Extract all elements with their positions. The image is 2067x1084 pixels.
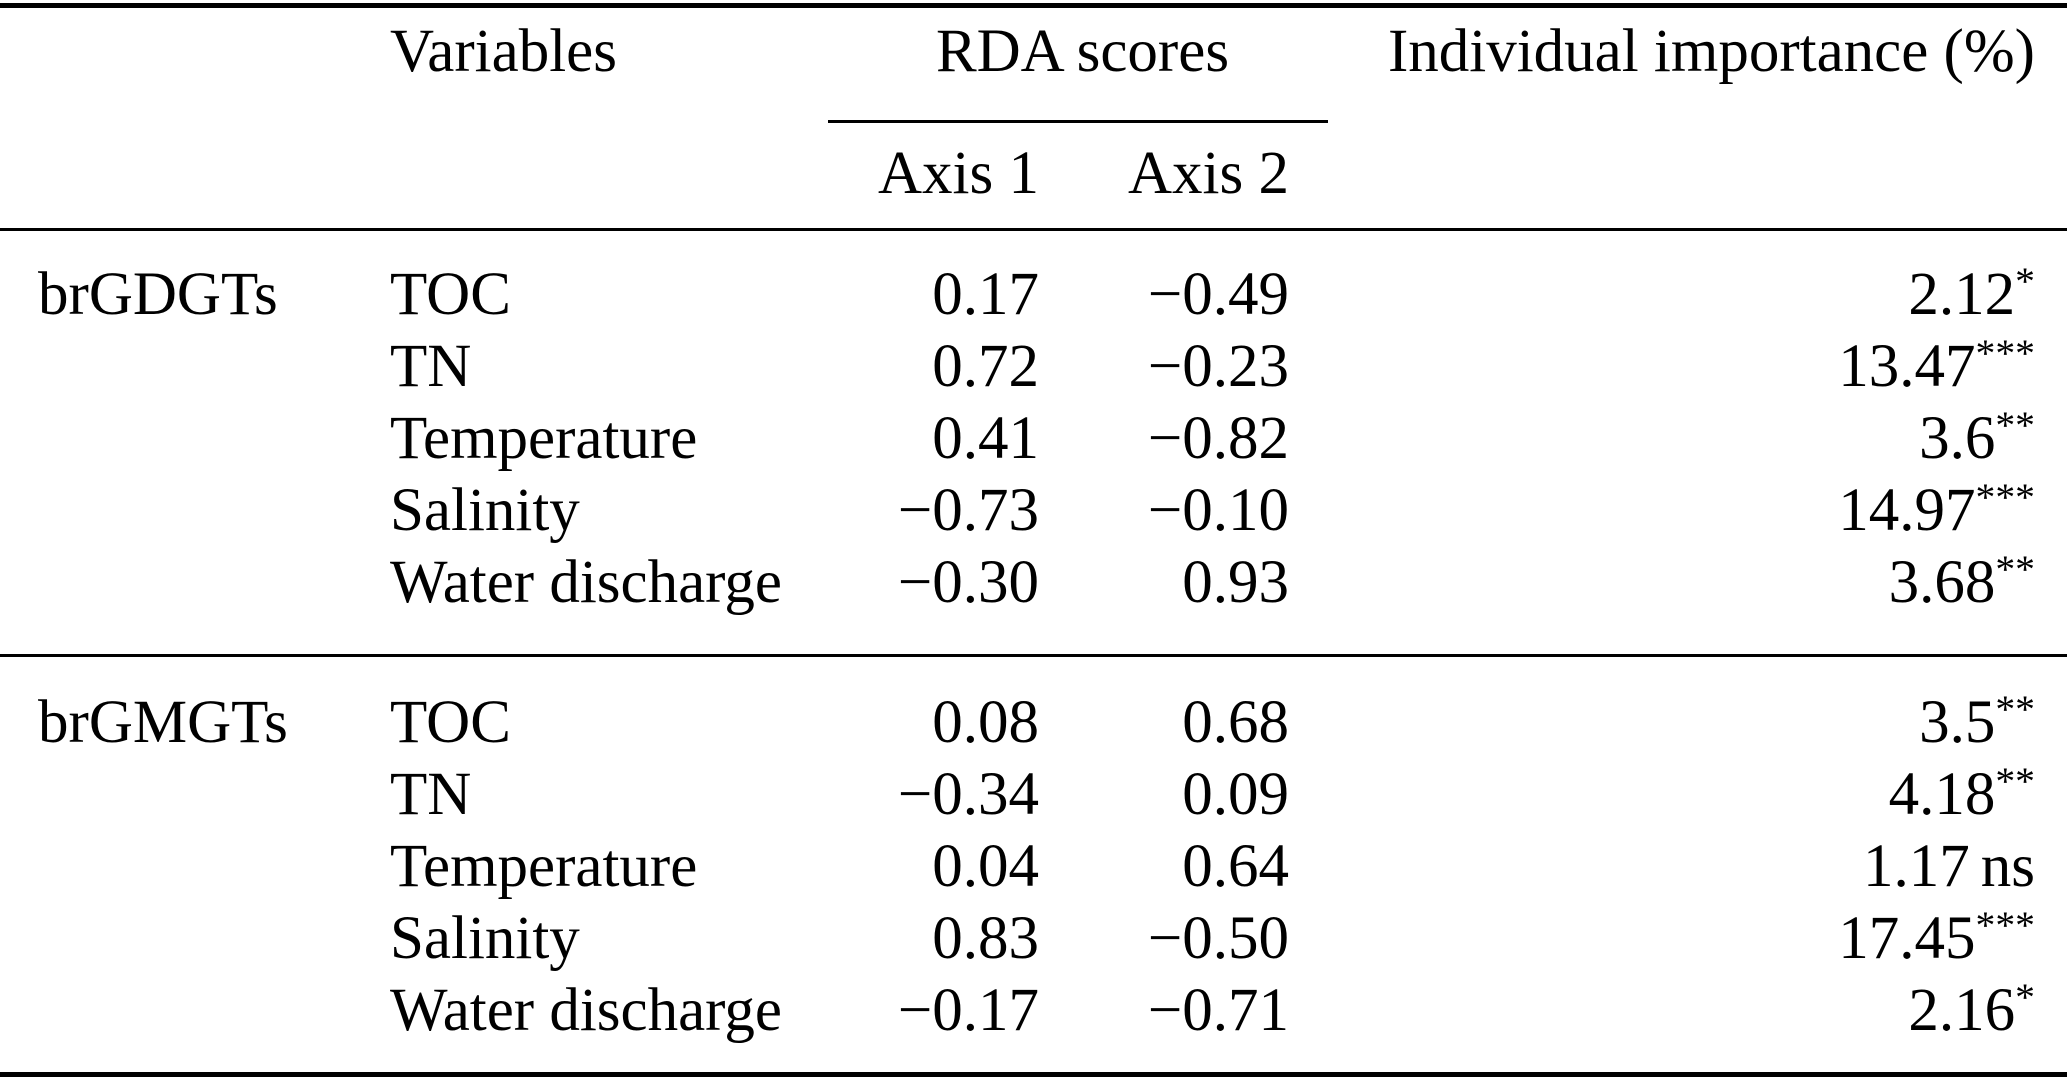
group-label [0, 547, 390, 619]
group-column-header [0, 16, 390, 88]
variable-label: TOC [390, 689, 511, 756]
axis1-column-header: Axis 1 [878, 140, 1039, 207]
group-label [0, 903, 390, 975]
group-divider-rule [0, 654, 2067, 657]
significance-ns-label: ns [1980, 833, 2035, 900]
axis2-value: −0.82 [1147, 405, 1289, 472]
axis1-value: −0.17 [897, 977, 1039, 1044]
table-row: Temperature 0.04 0.64 1.17 ns [0, 831, 2067, 903]
variables-column-header: Variables [390, 18, 617, 85]
axis1-value: 0.08 [932, 689, 1039, 756]
group-label [0, 831, 390, 903]
table-row: brGMGTs TOC 0.08 0.68 3.5** [0, 687, 2067, 759]
axis2-value: −0.71 [1147, 977, 1289, 1044]
importance-value: 1.17 ns [1863, 833, 2035, 900]
variable-label: Salinity [390, 477, 580, 544]
axis2-column-header: Axis 2 [1128, 140, 1289, 207]
axis1-value: 0.04 [932, 833, 1039, 900]
header-row-2: Axis 1 Axis 2 [0, 138, 2067, 210]
importance-value: 3.5** [1919, 687, 2035, 756]
axis1-value: 0.83 [932, 905, 1039, 972]
importance-value: 2.12* [1908, 259, 2035, 328]
group-label [0, 403, 390, 475]
table-row: Water discharge −0.30 0.93 3.68** [0, 547, 2067, 619]
axis2-value: −0.49 [1147, 261, 1289, 328]
importance-value: 4.18** [1888, 759, 2035, 828]
importance-value: 2.16* [1908, 975, 2035, 1044]
axis1-value: 0.17 [932, 261, 1039, 328]
group-label [0, 331, 390, 403]
group-label [0, 759, 390, 831]
importance-value: 17.45*** [1838, 903, 2035, 972]
axis1-value: 0.41 [932, 405, 1039, 472]
header-row-1: Variables RDA scores Individual importan… [0, 16, 2067, 88]
group-label: brGMGTs [38, 689, 288, 756]
table-row: Temperature 0.41 −0.82 3.6** [0, 403, 2067, 475]
table-row: TN 0.72 −0.23 13.47*** [0, 331, 2067, 403]
header-divider-rule [0, 228, 2067, 231]
table-bottom-rule [0, 1072, 2067, 1077]
group-label: brGDGTs [38, 261, 278, 328]
importance-value: 13.47*** [1838, 331, 2035, 400]
importance-value: 14.97*** [1838, 475, 2035, 544]
group-label [0, 975, 390, 1047]
axis2-value: −0.10 [1147, 477, 1289, 544]
table-row: TN −0.34 0.09 4.18** [0, 759, 2067, 831]
rda-scores-underline-rule [828, 120, 1328, 123]
axis1-value: −0.30 [897, 549, 1039, 616]
rda-scores-column-header: RDA scores [935, 18, 1230, 85]
axis2-value: 0.64 [1182, 833, 1289, 900]
variable-label: Temperature [390, 405, 698, 472]
axis1-value: −0.73 [897, 477, 1039, 544]
table-body: brGDGTs TOC 0.17 −0.49 2.12* TN 0.72 −0.… [0, 231, 2067, 1072]
axis2-value: −0.50 [1147, 905, 1289, 972]
variable-label: Salinity [390, 905, 580, 972]
importance-value: 3.6** [1919, 403, 2035, 472]
variable-label: Water discharge [390, 549, 782, 616]
table-header: Variables RDA scores Individual importan… [0, 8, 2067, 228]
axis1-value: −0.34 [897, 761, 1039, 828]
table-row: Water discharge −0.17 −0.71 2.16* [0, 975, 2067, 1047]
variable-label: TN [390, 333, 472, 400]
variable-label: Temperature [390, 833, 698, 900]
variable-label: TOC [390, 261, 511, 328]
group-label [0, 475, 390, 547]
axis2-value: 0.68 [1182, 689, 1289, 756]
variable-label: TN [390, 761, 472, 828]
table-row: Salinity −0.73 −0.10 14.97*** [0, 475, 2067, 547]
table-row: brGDGTs TOC 0.17 −0.49 2.12* [0, 259, 2067, 331]
axis2-value: −0.23 [1147, 333, 1289, 400]
axis2-value: 0.93 [1182, 549, 1289, 616]
group-section-brGMGTs: brGMGTs TOC 0.08 0.68 3.5** TN −0.34 0.0… [0, 657, 2067, 1072]
importance-value: 3.68** [1888, 547, 2035, 616]
group-section-brGDGTs: brGDGTs TOC 0.17 −0.49 2.12* TN 0.72 −0.… [0, 231, 2067, 654]
table-top-rule [0, 3, 2067, 8]
axis1-value: 0.72 [932, 333, 1039, 400]
table-row: Salinity 0.83 −0.50 17.45*** [0, 903, 2067, 975]
importance-column-header: Individual importance (%) [1387, 18, 2035, 85]
variable-label: Water discharge [390, 977, 782, 1044]
axis2-value: 0.09 [1182, 761, 1289, 828]
